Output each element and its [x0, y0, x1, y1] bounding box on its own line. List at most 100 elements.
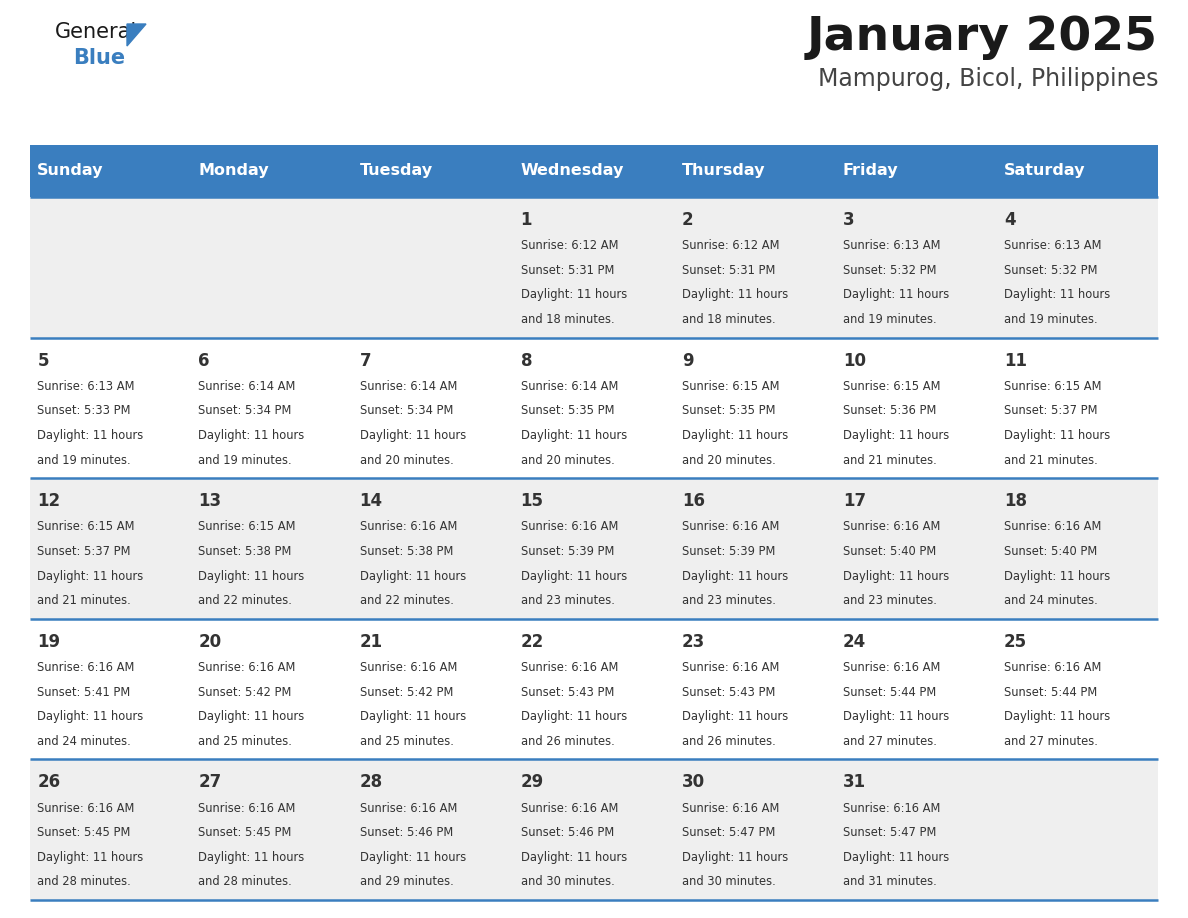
Text: 16: 16	[682, 492, 704, 510]
Text: Daylight: 11 hours: Daylight: 11 hours	[520, 288, 627, 301]
Text: Sunday: Sunday	[37, 163, 103, 178]
Text: Daylight: 11 hours: Daylight: 11 hours	[843, 429, 949, 442]
Text: and 21 minutes.: and 21 minutes.	[1004, 453, 1098, 466]
Text: Daylight: 11 hours: Daylight: 11 hours	[360, 851, 466, 864]
Text: Daylight: 11 hours: Daylight: 11 hours	[1004, 429, 1111, 442]
Text: Sunset: 5:47 PM: Sunset: 5:47 PM	[843, 826, 936, 839]
Text: Sunrise: 6:16 AM: Sunrise: 6:16 AM	[843, 521, 941, 533]
Text: Sunrise: 6:16 AM: Sunrise: 6:16 AM	[520, 661, 618, 674]
Text: and 23 minutes.: and 23 minutes.	[843, 594, 937, 607]
Text: Sunrise: 6:16 AM: Sunrise: 6:16 AM	[682, 521, 779, 533]
Text: Daylight: 11 hours: Daylight: 11 hours	[198, 429, 304, 442]
Text: Daylight: 11 hours: Daylight: 11 hours	[682, 851, 788, 864]
Text: Sunrise: 6:16 AM: Sunrise: 6:16 AM	[1004, 521, 1101, 533]
Text: January 2025: January 2025	[807, 15, 1158, 60]
Text: Saturday: Saturday	[1004, 163, 1086, 178]
Text: Daylight: 11 hours: Daylight: 11 hours	[360, 429, 466, 442]
Text: and 22 minutes.: and 22 minutes.	[360, 594, 454, 607]
Text: 9: 9	[682, 352, 694, 370]
Text: Daylight: 11 hours: Daylight: 11 hours	[843, 711, 949, 723]
Text: Daylight: 11 hours: Daylight: 11 hours	[198, 569, 304, 583]
Text: Sunset: 5:31 PM: Sunset: 5:31 PM	[682, 263, 776, 277]
Text: and 19 minutes.: and 19 minutes.	[37, 453, 131, 466]
Text: Daylight: 11 hours: Daylight: 11 hours	[37, 711, 144, 723]
Text: 4: 4	[1004, 211, 1016, 230]
Text: Daylight: 11 hours: Daylight: 11 hours	[1004, 288, 1111, 301]
Text: and 19 minutes.: and 19 minutes.	[1004, 313, 1098, 326]
Text: and 31 minutes.: and 31 minutes.	[843, 876, 936, 889]
Text: Sunrise: 6:16 AM: Sunrise: 6:16 AM	[843, 661, 941, 674]
Text: and 29 minutes.: and 29 minutes.	[360, 876, 454, 889]
Text: Daylight: 11 hours: Daylight: 11 hours	[520, 711, 627, 723]
Text: Sunset: 5:47 PM: Sunset: 5:47 PM	[682, 826, 776, 839]
Text: Sunset: 5:31 PM: Sunset: 5:31 PM	[520, 263, 614, 277]
Text: 15: 15	[520, 492, 544, 510]
Text: Sunrise: 6:13 AM: Sunrise: 6:13 AM	[843, 240, 941, 252]
Text: and 20 minutes.: and 20 minutes.	[360, 453, 454, 466]
Text: Sunset: 5:36 PM: Sunset: 5:36 PM	[843, 405, 936, 418]
Text: Daylight: 11 hours: Daylight: 11 hours	[1004, 569, 1111, 583]
Text: Sunset: 5:34 PM: Sunset: 5:34 PM	[198, 405, 292, 418]
Text: and 25 minutes.: and 25 minutes.	[198, 734, 292, 748]
Text: Sunset: 5:37 PM: Sunset: 5:37 PM	[37, 545, 131, 558]
Text: 14: 14	[360, 492, 383, 510]
Text: and 28 minutes.: and 28 minutes.	[198, 876, 292, 889]
Text: Sunrise: 6:15 AM: Sunrise: 6:15 AM	[198, 521, 296, 533]
Text: and 30 minutes.: and 30 minutes.	[682, 876, 776, 889]
Text: Sunset: 5:45 PM: Sunset: 5:45 PM	[198, 826, 292, 839]
Text: and 19 minutes.: and 19 minutes.	[843, 313, 936, 326]
Text: 12: 12	[37, 492, 61, 510]
Text: Daylight: 11 hours: Daylight: 11 hours	[37, 851, 144, 864]
Text: Sunrise: 6:16 AM: Sunrise: 6:16 AM	[1004, 661, 1101, 674]
Text: Sunrise: 6:13 AM: Sunrise: 6:13 AM	[1004, 240, 1101, 252]
Text: Sunrise: 6:14 AM: Sunrise: 6:14 AM	[198, 380, 296, 393]
Text: Sunrise: 6:16 AM: Sunrise: 6:16 AM	[843, 801, 941, 814]
Text: and 24 minutes.: and 24 minutes.	[1004, 594, 1098, 607]
Text: Daylight: 11 hours: Daylight: 11 hours	[682, 288, 788, 301]
Text: Sunrise: 6:13 AM: Sunrise: 6:13 AM	[37, 380, 134, 393]
Text: Sunrise: 6:15 AM: Sunrise: 6:15 AM	[1004, 380, 1101, 393]
Text: 6: 6	[198, 352, 210, 370]
Text: Sunrise: 6:16 AM: Sunrise: 6:16 AM	[37, 801, 134, 814]
Text: and 28 minutes.: and 28 minutes.	[37, 876, 131, 889]
Text: and 23 minutes.: and 23 minutes.	[682, 594, 776, 607]
Text: Daylight: 11 hours: Daylight: 11 hours	[1004, 711, 1111, 723]
Text: 24: 24	[843, 633, 866, 651]
Text: 7: 7	[360, 352, 371, 370]
Text: Sunrise: 6:12 AM: Sunrise: 6:12 AM	[520, 240, 618, 252]
Bar	[30, 197, 1158, 338]
Text: Sunset: 5:42 PM: Sunset: 5:42 PM	[198, 686, 292, 699]
Text: Sunrise: 6:16 AM: Sunrise: 6:16 AM	[682, 801, 779, 814]
Text: 10: 10	[843, 352, 866, 370]
Text: Sunrise: 6:16 AM: Sunrise: 6:16 AM	[682, 661, 779, 674]
Text: Mampurog, Bicol, Philippines: Mampurog, Bicol, Philippines	[817, 67, 1158, 91]
Text: Sunset: 5:39 PM: Sunset: 5:39 PM	[520, 545, 614, 558]
Text: 21: 21	[360, 633, 383, 651]
Text: Sunset: 5:34 PM: Sunset: 5:34 PM	[360, 405, 453, 418]
Text: Sunset: 5:44 PM: Sunset: 5:44 PM	[843, 686, 936, 699]
Text: 19: 19	[37, 633, 61, 651]
Bar	[30, 338, 1158, 478]
Text: and 20 minutes.: and 20 minutes.	[520, 453, 614, 466]
Text: Daylight: 11 hours: Daylight: 11 hours	[843, 851, 949, 864]
Text: Daylight: 11 hours: Daylight: 11 hours	[843, 288, 949, 301]
Text: 2: 2	[682, 211, 694, 230]
Text: 28: 28	[360, 774, 383, 791]
Text: and 20 minutes.: and 20 minutes.	[682, 453, 776, 466]
Text: 13: 13	[198, 492, 221, 510]
Text: Sunset: 5:46 PM: Sunset: 5:46 PM	[520, 826, 614, 839]
Text: and 27 minutes.: and 27 minutes.	[1004, 734, 1098, 748]
Text: Sunrise: 6:14 AM: Sunrise: 6:14 AM	[360, 380, 457, 393]
Bar	[30, 145, 1158, 197]
Text: Sunrise: 6:14 AM: Sunrise: 6:14 AM	[520, 380, 618, 393]
Text: and 24 minutes.: and 24 minutes.	[37, 734, 131, 748]
Text: 22: 22	[520, 633, 544, 651]
Text: and 27 minutes.: and 27 minutes.	[843, 734, 937, 748]
Text: Sunset: 5:39 PM: Sunset: 5:39 PM	[682, 545, 776, 558]
Text: Daylight: 11 hours: Daylight: 11 hours	[843, 569, 949, 583]
Text: Sunset: 5:40 PM: Sunset: 5:40 PM	[1004, 545, 1098, 558]
Text: 26: 26	[37, 774, 61, 791]
Text: and 18 minutes.: and 18 minutes.	[520, 313, 614, 326]
Text: Sunrise: 6:16 AM: Sunrise: 6:16 AM	[37, 661, 134, 674]
Text: Sunset: 5:44 PM: Sunset: 5:44 PM	[1004, 686, 1098, 699]
